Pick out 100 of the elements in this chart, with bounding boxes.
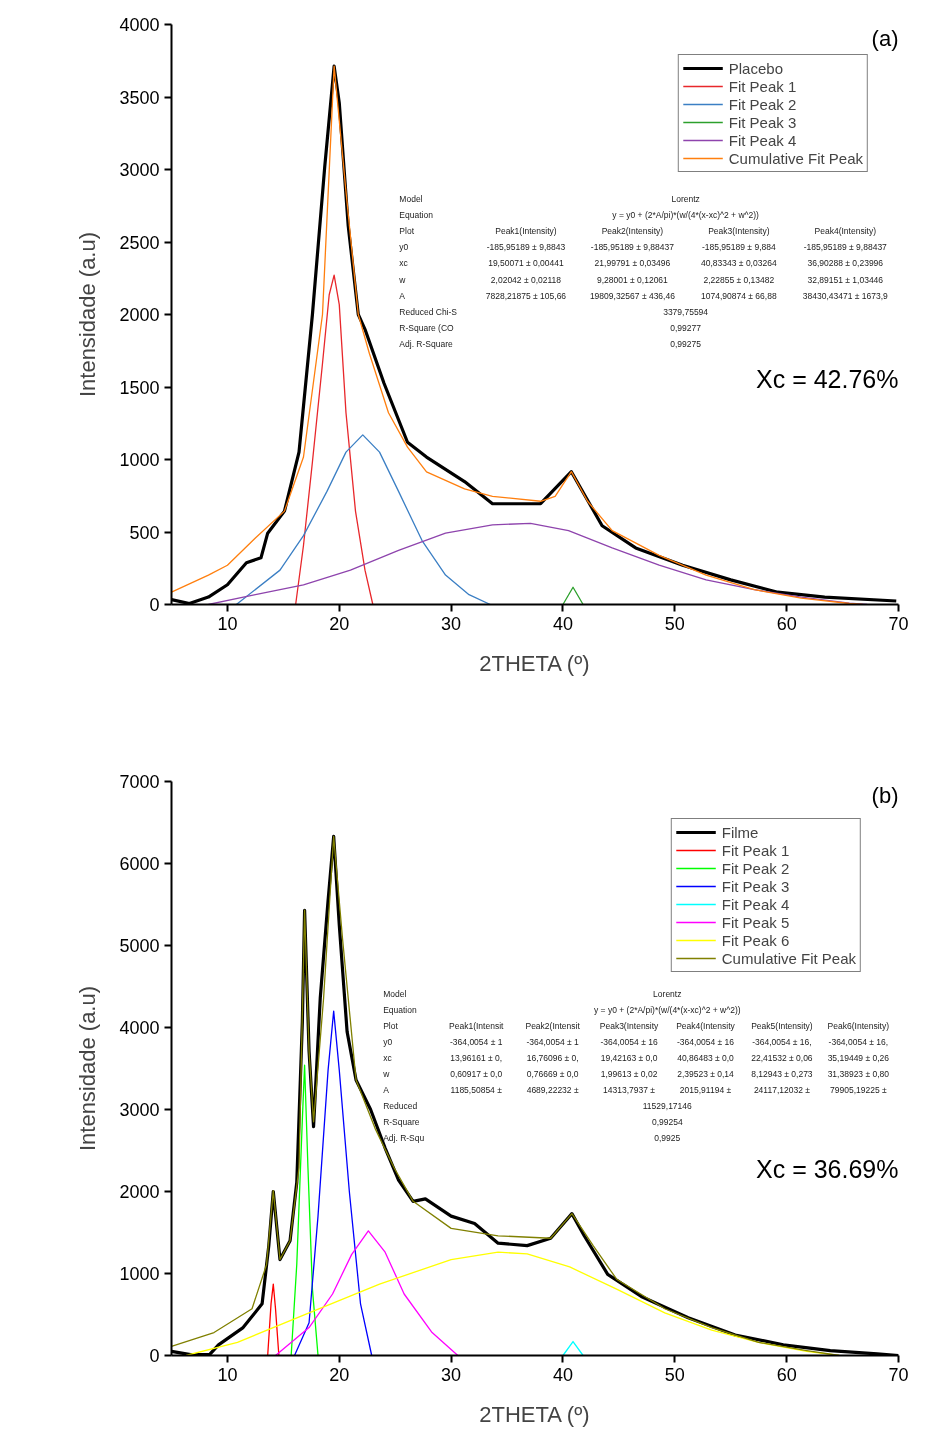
annotation: 0,76669 ± 0,0 [526, 1068, 579, 1079]
legend-label: Cumulative Fit Peak [728, 149, 863, 167]
annotation: 38430,43471 ± 1673,9 [802, 290, 889, 301]
legend-label: Fit Peak 4 [728, 131, 797, 149]
annotation: 40,83343 ± 0,03264 [701, 258, 777, 269]
annotation: 1074,90874 ± 66,88 [701, 290, 777, 301]
x-tick-label: 50 [664, 613, 685, 634]
y-tick-label: 1000 [119, 1264, 160, 1284]
annotation: 16,76096 ± 0, [526, 1052, 579, 1063]
y-tick-label: 5000 [119, 936, 160, 956]
annotation: Equation [399, 209, 434, 220]
annotation: 9,28001 ± 0,12061 [596, 274, 669, 285]
x-axis-title: 2THETA (º) [479, 650, 590, 676]
y-tick-label: 1500 [119, 377, 160, 398]
annotation: 1,99613 ± 0,02 [600, 1068, 658, 1079]
annotation: A [399, 290, 406, 301]
x-tick-label: 50 [664, 1364, 685, 1385]
legend-label: Fit Peak 1 [721, 841, 790, 859]
x-tick-label: 70 [888, 613, 909, 634]
line-series [295, 274, 374, 605]
annotation: Xc = 42.76% [756, 364, 899, 393]
annotation: -364,0054 ± 16, [828, 1036, 889, 1047]
annotation: 0,9925 [654, 1132, 681, 1143]
y-tick-label: 4000 [119, 15, 160, 35]
legend-label: Fit Peak 1 [728, 77, 797, 95]
annotation: 2,02042 ± 0,02118 [490, 274, 562, 285]
annotation: -364,0054 ± 16 [600, 1036, 658, 1047]
annotation: Peak3(Intensity [599, 1020, 660, 1031]
line-series [290, 1064, 319, 1356]
line-series [293, 1010, 373, 1356]
annotation: 0,60917 ± 0,0 [450, 1068, 503, 1079]
y-axis-title: Intensidade (a.u) [75, 231, 101, 398]
annotation: w [382, 1068, 391, 1079]
x-tick-label: 70 [888, 1364, 909, 1385]
annotation: 8,12943 ± 0,273 [751, 1068, 813, 1079]
legend-label: Placebo [728, 59, 783, 77]
annotation: Equation [383, 1004, 417, 1015]
x-tick-label: 40 [552, 613, 573, 634]
annotation: A [383, 1084, 390, 1095]
legend-label: Fit Peak 5 [721, 913, 790, 931]
annotation: xc [383, 1052, 393, 1063]
annotation: w [398, 274, 407, 285]
annotation: -185,95189 ± 9,8843 [486, 242, 566, 253]
annotation: Plot [383, 1020, 399, 1031]
x-tick-label: 60 [776, 1364, 797, 1385]
legend-label: Fit Peak 2 [728, 95, 797, 113]
annotation: Peak2(Intensit [525, 1020, 581, 1031]
annotation: Peak5(Intensity) [751, 1020, 813, 1031]
line-series [235, 434, 491, 605]
annotation: Adj. R-Square [399, 339, 454, 350]
annotation: R-Square [383, 1116, 420, 1127]
y-tick-label: 500 [129, 522, 160, 543]
annotation: R-Square (CO [399, 323, 455, 334]
annotation: Model [383, 988, 407, 999]
annotation: y0 [383, 1036, 393, 1047]
line-series [267, 1283, 280, 1356]
annotation: 35,19449 ± 0,26 [827, 1052, 890, 1063]
annotation: 4689,22232 ± [526, 1084, 579, 1095]
legend-label: Cumulative Fit Peak [721, 949, 856, 967]
annotation: 19,42163 ± 0,0 [600, 1052, 658, 1063]
legend-label: Fit Peak 6 [721, 931, 790, 949]
y-tick-label: 3500 [119, 87, 160, 108]
annotation: Model [399, 193, 423, 204]
legend-label: Fit Peak 3 [721, 877, 790, 895]
annotation: 0,99277 [670, 323, 702, 334]
annotation: Peak1(Intensity) [495, 226, 557, 236]
annotation: 0,99275 [670, 339, 702, 350]
annotation: 0,99254 [651, 1116, 683, 1127]
x-axis-title: 2THETA (º) [479, 1401, 590, 1427]
x-tick-label: 10 [217, 613, 238, 634]
annotation: Xc = 36.69% [756, 1154, 899, 1183]
y-tick-label: 7000 [119, 772, 160, 792]
annotation: 22,41532 ± 0,06 [751, 1052, 813, 1063]
annotation: 32,89151 ± 1,03446 [807, 274, 884, 285]
y-tick-label: 4000 [119, 1018, 160, 1038]
y-tick-label: 0 [149, 1346, 160, 1366]
y-tick-label: 2000 [119, 1182, 160, 1202]
annotation: 31,38923 ± 0,80 [827, 1068, 890, 1079]
annotation: 19809,32567 ± 436,46 [589, 290, 676, 301]
annotation: 1185,50854 ± [450, 1084, 503, 1095]
legend-label: Filme [721, 823, 759, 841]
annotation: 11529,17146 [642, 1100, 693, 1111]
annotation: Lorentz [653, 988, 682, 999]
legend-label: Fit Peak 3 [728, 113, 797, 131]
y-tick-label: 2500 [119, 232, 160, 253]
annotation: 40,86483 ± 0,0 [677, 1052, 735, 1063]
annotation: 3379,75594 [663, 307, 709, 317]
annotation: -185,95189 ± 9,88437 [590, 242, 675, 253]
annotation: -185,95189 ± 9,88437 [803, 242, 888, 253]
annotation: Peak4(Intensity) [814, 226, 877, 236]
x-tick-label: 10 [217, 1364, 238, 1385]
annotation: Reduced Chi-S [399, 307, 458, 317]
annotation: 2,39523 ± 0,14 [677, 1068, 735, 1079]
legend-label: Fit Peak 2 [721, 859, 790, 877]
annotation: 21,99791 ± 0,03496 [594, 258, 671, 269]
annotation: 36,90288 ± 0,23996 [807, 258, 884, 269]
annotation: -185,95189 ± 9,884 [702, 242, 776, 253]
y-tick-label: 3000 [119, 160, 160, 180]
annotation: Peak6(Intensity) [827, 1020, 890, 1031]
x-tick-label: 30 [441, 1364, 462, 1385]
